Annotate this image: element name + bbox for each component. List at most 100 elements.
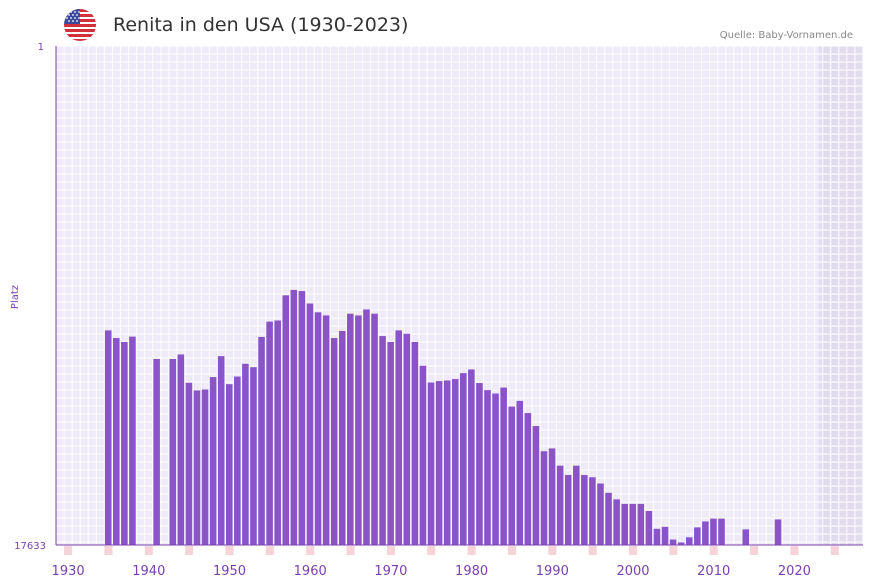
- bar-2004: [661, 526, 669, 545]
- bar-1953: [250, 367, 257, 545]
- marker-1935: [104, 546, 113, 555]
- bar-1948: [209, 377, 217, 545]
- marker-1945: [185, 546, 194, 555]
- bar-1956: [274, 320, 281, 545]
- bar-1963: [330, 338, 338, 545]
- bar-1997: [605, 492, 612, 545]
- bar-1965: [347, 313, 354, 545]
- bar-2010: [710, 518, 717, 545]
- marker-2025: [830, 546, 839, 555]
- x-tick-label: 2000: [616, 564, 649, 579]
- y-tick-label-top: 1: [38, 42, 44, 53]
- bar-2005: [669, 539, 677, 545]
- usa-flag-icon: [64, 9, 96, 41]
- marker-1980: [467, 546, 476, 555]
- x-tick-label: 1950: [213, 564, 246, 579]
- bar-1999: [621, 503, 628, 545]
- bar-1973: [411, 341, 419, 545]
- bar-1964: [338, 330, 346, 545]
- marker-1930: [64, 546, 73, 555]
- bar-1985: [508, 406, 515, 545]
- bar-1982: [484, 390, 491, 545]
- x-tick-label: 1980: [455, 564, 488, 579]
- bar-1951: [234, 376, 241, 545]
- x-axis-ticks: 1930 1940 1950 1960 1970 1980 1990 2000 2010 2020: [52, 564, 811, 579]
- bar-1984: [500, 387, 507, 545]
- marker-1960: [306, 546, 315, 555]
- bar-2002: [645, 510, 653, 545]
- bar-1970: [387, 341, 394, 545]
- marker-1965: [346, 546, 355, 555]
- bar-1974: [419, 365, 427, 545]
- bar-1935: [104, 330, 112, 545]
- bar-1960: [306, 303, 314, 545]
- marker-1940: [144, 546, 153, 555]
- bar-1936: [112, 338, 120, 545]
- bar-1955: [266, 321, 273, 545]
- bar-1988: [532, 426, 540, 545]
- bar-1938: [129, 336, 136, 545]
- bar-1937: [121, 341, 128, 545]
- bar-2003: [653, 528, 661, 545]
- y-tick-label-bottom: 17633: [14, 541, 46, 552]
- bar-2011: [718, 518, 725, 545]
- bar-1958: [290, 289, 298, 545]
- bar-1992: [564, 475, 572, 545]
- bar-2000: [629, 503, 637, 545]
- bar-1975: [427, 382, 435, 545]
- bar-1987: [524, 413, 532, 545]
- bar-1983: [492, 393, 499, 545]
- bar-1966: [355, 315, 362, 545]
- marker-1990: [548, 546, 557, 555]
- marker-1950: [225, 546, 234, 555]
- marker-1970: [386, 546, 395, 555]
- bar-1986: [516, 400, 524, 545]
- bar-1957: [282, 295, 290, 545]
- bar-1980: [468, 369, 475, 545]
- bar-1952: [242, 363, 249, 545]
- chart-axes: [55, 46, 863, 546]
- bar-1971: [395, 330, 403, 545]
- bar-2018: [774, 519, 782, 545]
- bar-1978: [451, 379, 459, 545]
- bar-1995: [589, 477, 596, 545]
- bar-1943: [169, 358, 177, 545]
- bar-2009: [702, 521, 709, 545]
- bar-1944: [177, 354, 185, 545]
- bar-1967: [363, 309, 370, 545]
- bar-1968: [371, 313, 378, 545]
- bar-1976: [435, 381, 443, 545]
- marker-1985: [507, 546, 516, 555]
- bar-1979: [460, 373, 467, 545]
- bar-1945: [185, 382, 193, 545]
- bar-2007: [685, 537, 693, 545]
- chart-header: Renita in den USA (1930-2023) Quelle: Ba…: [0, 0, 873, 50]
- bar-1993: [572, 465, 580, 545]
- bar-1962: [322, 315, 330, 545]
- bar-2014: [742, 529, 750, 545]
- marker-1975: [427, 546, 436, 555]
- bar-1954: [258, 336, 265, 545]
- marker-2010: [709, 546, 718, 555]
- bar-2008: [694, 527, 701, 545]
- bar-1996: [597, 483, 604, 545]
- bar-1949: [217, 356, 225, 545]
- x-tick-label: 2020: [778, 564, 811, 579]
- chart-title: Renita in den USA (1930-2023): [113, 14, 409, 36]
- plot-grid: [55, 45, 864, 545]
- bar-1994: [581, 475, 588, 545]
- source-credit: Quelle: Baby-Vornamen.de: [719, 30, 853, 41]
- marker-1995: [588, 546, 597, 555]
- bar-1969: [379, 336, 386, 545]
- bar-1990: [548, 448, 556, 545]
- bar-1941: [153, 358, 160, 545]
- x-tick-label: 1960: [294, 564, 327, 579]
- marker-2005: [669, 546, 678, 555]
- bar-1977: [443, 380, 451, 545]
- bar-series: [104, 289, 782, 545]
- marker-2020: [790, 546, 799, 555]
- bar-1972: [403, 333, 411, 545]
- bar-1981: [476, 383, 483, 545]
- bar-1961: [314, 312, 322, 545]
